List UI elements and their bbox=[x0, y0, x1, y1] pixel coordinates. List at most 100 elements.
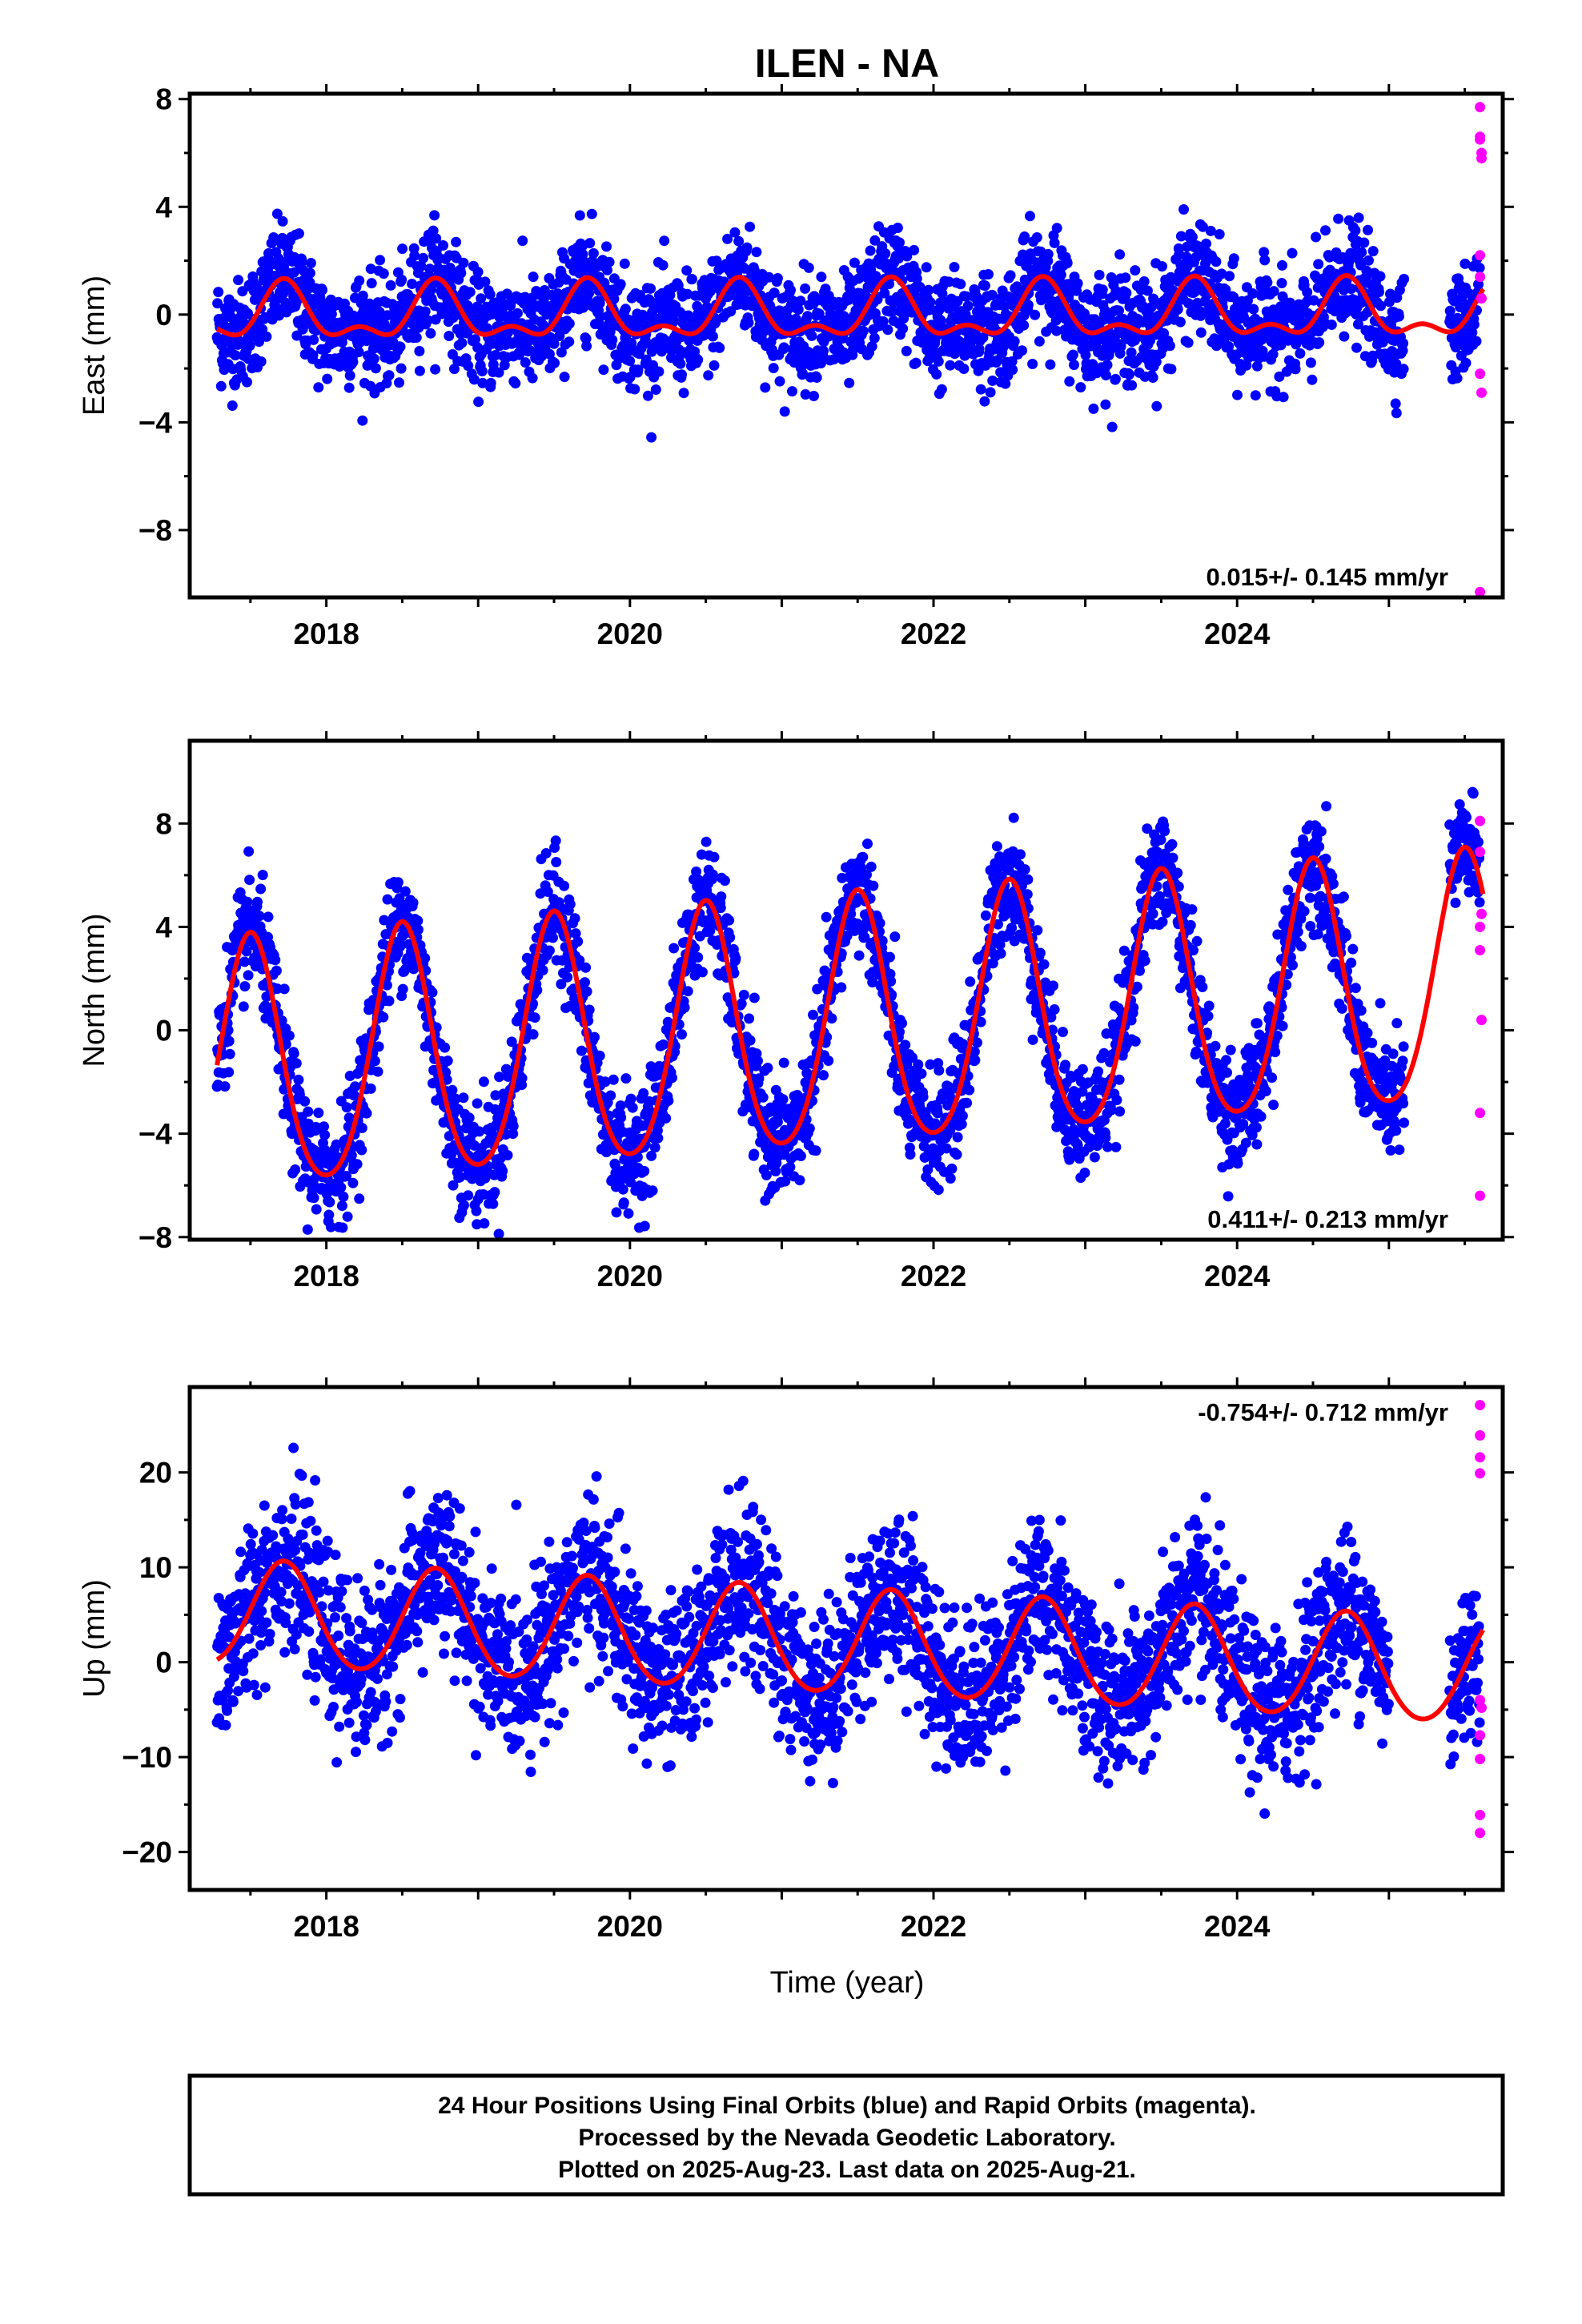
data-point bbox=[861, 869, 872, 880]
data-point bbox=[868, 880, 879, 891]
data-point bbox=[865, 861, 877, 872]
data-point bbox=[1045, 359, 1056, 370]
data-point bbox=[619, 258, 630, 269]
data-point bbox=[1000, 378, 1011, 389]
data-point bbox=[1393, 311, 1404, 322]
data-point bbox=[608, 1074, 619, 1085]
data-point bbox=[639, 1220, 650, 1232]
data-point bbox=[556, 979, 567, 990]
data-point bbox=[1008, 812, 1019, 823]
data-point bbox=[1182, 337, 1194, 348]
data-point bbox=[760, 382, 771, 393]
data-point bbox=[677, 369, 687, 380]
data-point bbox=[324, 1196, 335, 1208]
data-point bbox=[1110, 285, 1122, 296]
data-point bbox=[233, 275, 244, 286]
data-point bbox=[1100, 399, 1111, 410]
data-point bbox=[897, 1018, 908, 1029]
data-point bbox=[1051, 223, 1062, 234]
data-point bbox=[818, 345, 829, 356]
data-point bbox=[473, 396, 484, 408]
data-point bbox=[361, 1108, 372, 1119]
data-point bbox=[1138, 276, 1150, 287]
data-point bbox=[1308, 295, 1319, 306]
data-point bbox=[724, 915, 735, 926]
data-point bbox=[412, 924, 424, 935]
data-point bbox=[729, 227, 741, 238]
data-point bbox=[1251, 360, 1263, 372]
data-point bbox=[785, 284, 796, 296]
data-point bbox=[1142, 285, 1153, 296]
data-point bbox=[627, 1102, 638, 1113]
data-point bbox=[969, 1046, 980, 1057]
data-point bbox=[745, 221, 756, 232]
data-point bbox=[669, 316, 680, 327]
data-point bbox=[958, 364, 970, 374]
data-point bbox=[317, 284, 327, 296]
data-point bbox=[1015, 849, 1026, 860]
data-point bbox=[490, 1090, 501, 1101]
data-point bbox=[347, 356, 359, 368]
data-point bbox=[506, 1036, 517, 1047]
data-point bbox=[223, 1035, 235, 1047]
data-point bbox=[336, 1200, 347, 1212]
data-point bbox=[671, 970, 682, 981]
data-point bbox=[244, 875, 255, 886]
data-point bbox=[254, 911, 265, 922]
data-point bbox=[978, 332, 989, 344]
data-point bbox=[609, 1160, 620, 1170]
data-point bbox=[877, 316, 889, 327]
data-point bbox=[1022, 300, 1034, 311]
data-point bbox=[658, 1039, 669, 1050]
data-point bbox=[426, 284, 436, 296]
data-point bbox=[826, 1013, 837, 1024]
data-point bbox=[884, 279, 894, 290]
rapid-point bbox=[1475, 586, 1486, 597]
data-point bbox=[828, 354, 839, 365]
data-point bbox=[1067, 349, 1078, 360]
data-point bbox=[383, 370, 395, 381]
data-point bbox=[987, 375, 998, 386]
data-point bbox=[949, 262, 960, 272]
data-point bbox=[605, 1090, 616, 1101]
data-point bbox=[1027, 359, 1038, 369]
data-point bbox=[355, 1055, 366, 1066]
data-point bbox=[1290, 364, 1301, 375]
data-point bbox=[810, 1145, 821, 1156]
data-point bbox=[894, 1027, 905, 1037]
data-point bbox=[1106, 421, 1118, 432]
data-point bbox=[477, 377, 488, 388]
data-point bbox=[1102, 360, 1113, 371]
data-point bbox=[1268, 286, 1279, 297]
data-point bbox=[1164, 340, 1175, 352]
data-point bbox=[934, 1065, 945, 1076]
data-point bbox=[319, 1129, 331, 1140]
data-point bbox=[397, 243, 408, 255]
data-point bbox=[396, 274, 408, 285]
data-point bbox=[224, 1048, 235, 1059]
data-point bbox=[802, 311, 813, 322]
data-point bbox=[770, 1166, 781, 1176]
data-point bbox=[1399, 273, 1410, 284]
data-point bbox=[564, 336, 575, 348]
data-point bbox=[900, 1039, 911, 1051]
data-point bbox=[243, 846, 255, 857]
data-point bbox=[501, 288, 512, 300]
data-point bbox=[951, 1149, 962, 1160]
data-point bbox=[849, 257, 860, 268]
data-point bbox=[212, 298, 223, 309]
data-point bbox=[901, 345, 912, 356]
data-point bbox=[581, 340, 592, 352]
x-tick-label: 2018 bbox=[293, 617, 359, 650]
data-point bbox=[589, 1031, 600, 1043]
data-point bbox=[1314, 337, 1325, 348]
data-point bbox=[308, 334, 319, 345]
rapid-point bbox=[1475, 102, 1486, 113]
data-point bbox=[877, 935, 888, 947]
data-point bbox=[242, 376, 252, 388]
data-point bbox=[639, 1165, 650, 1176]
data-point bbox=[584, 287, 595, 299]
data-point bbox=[516, 1072, 528, 1084]
data-point bbox=[347, 1177, 359, 1188]
